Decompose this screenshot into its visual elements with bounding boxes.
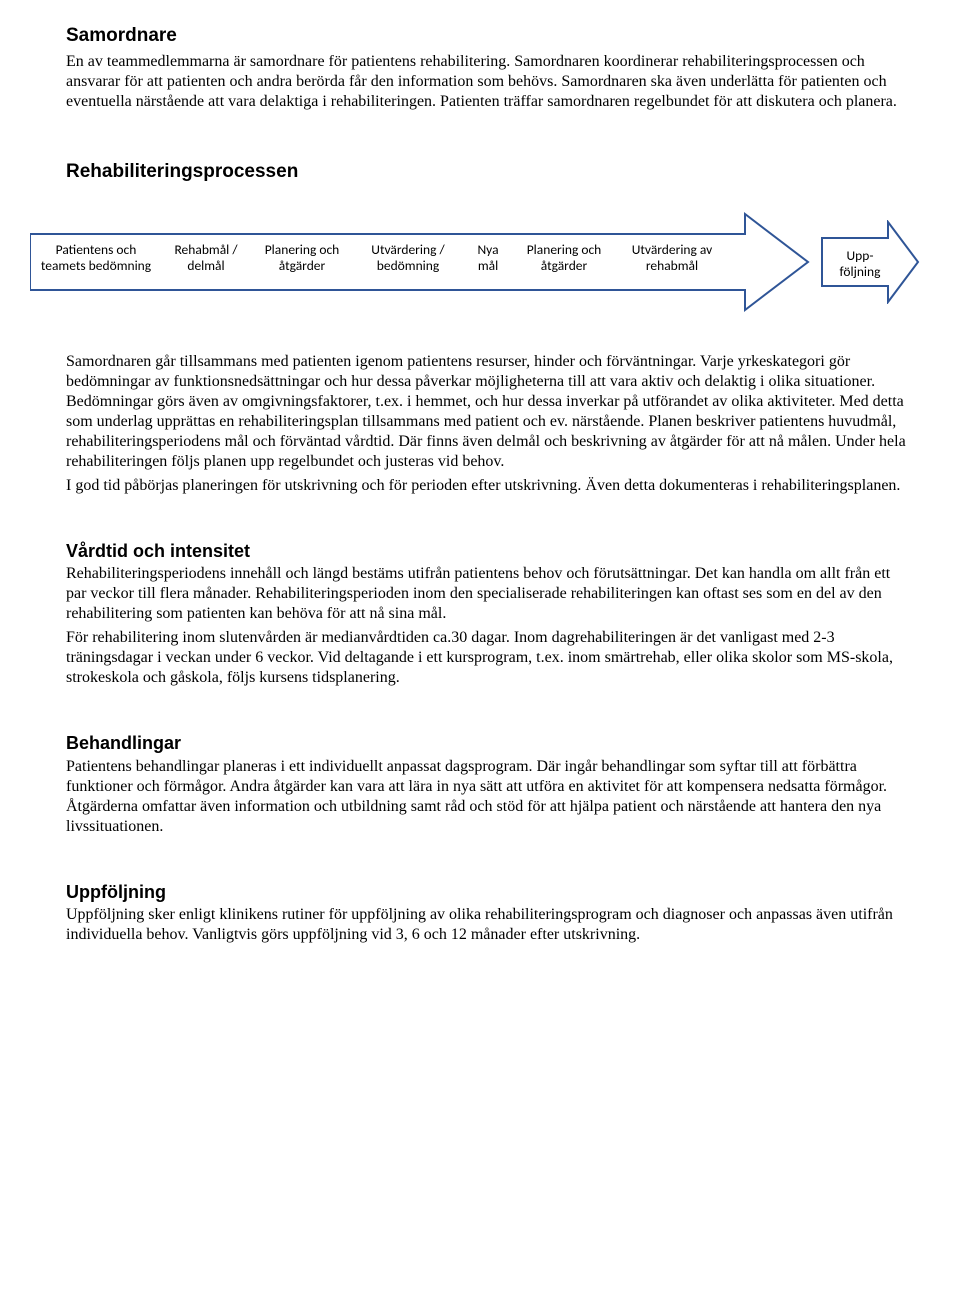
step-line2: åtgärder bbox=[518, 258, 610, 274]
heading-rehabprocess: Rehabiliteringsprocessen bbox=[66, 160, 912, 184]
diagram-step-4: Nyamål bbox=[468, 242, 508, 274]
para-vardtid-2: För rehabilitering inom slutenvården är … bbox=[66, 628, 912, 688]
step-line2: teamets bedömning bbox=[36, 258, 156, 274]
step-line2: rehabmål bbox=[622, 258, 722, 274]
step-line2: mål bbox=[468, 258, 508, 274]
diagram-step-6: Utvärdering avrehabmål bbox=[622, 242, 722, 274]
para-behandlingar: Patientens behandlingar planeras i ett i… bbox=[66, 757, 912, 837]
process-diagram: Patientens ochteamets bedömning Rehabmål … bbox=[30, 212, 900, 312]
step-line2: bedömning bbox=[362, 258, 454, 274]
diagram-step-2: Planering ochåtgärder bbox=[256, 242, 348, 274]
step-line1: Upp- bbox=[826, 248, 894, 264]
heading-uppfoljning: Uppföljning bbox=[66, 881, 912, 904]
heading-samordnare: Samordnare bbox=[66, 24, 912, 48]
diagram-step-uppfoljning: Upp- följning bbox=[826, 248, 894, 280]
step-line2: åtgärder bbox=[256, 258, 348, 274]
step-line2: följning bbox=[826, 264, 894, 280]
step-line1: Utvärdering av bbox=[622, 242, 722, 258]
para-vardtid-1: Rehabiliteringsperiodens innehåll och lä… bbox=[66, 564, 912, 624]
diagram-step-3: Utvärdering /bedömning bbox=[362, 242, 454, 274]
step-line1: Planering och bbox=[256, 242, 348, 258]
heading-behandlingar: Behandlingar bbox=[66, 732, 912, 755]
para-uppfoljning: Uppföljning sker enligt klinikens rutine… bbox=[66, 905, 912, 945]
diagram-step-5: Planering ochåtgärder bbox=[518, 242, 610, 274]
small-arrow: Upp- följning bbox=[820, 220, 920, 304]
para-samordnare: En av teammedlemmarna är samordnare för … bbox=[66, 52, 912, 112]
step-line1: Planering och bbox=[518, 242, 610, 258]
para-rehabprocess-1: Samordnaren går tillsammans med patiente… bbox=[66, 352, 912, 472]
step-line2: delmål bbox=[166, 258, 246, 274]
diagram-step-0: Patientens ochteamets bedömning bbox=[36, 242, 156, 274]
step-line1: Patientens och bbox=[36, 242, 156, 258]
step-line1: Utvärdering / bbox=[362, 242, 454, 258]
para-rehabprocess-2: I god tid påbörjas planeringen för utskr… bbox=[66, 476, 912, 496]
diagram-step-1: Rehabmål /delmål bbox=[166, 242, 246, 274]
step-line1: Nya bbox=[468, 242, 508, 258]
main-arrow: Patientens ochteamets bedömning Rehabmål … bbox=[30, 212, 810, 312]
heading-vardtid: Vårdtid och intensitet bbox=[66, 540, 912, 563]
step-line1: Rehabmål / bbox=[166, 242, 246, 258]
